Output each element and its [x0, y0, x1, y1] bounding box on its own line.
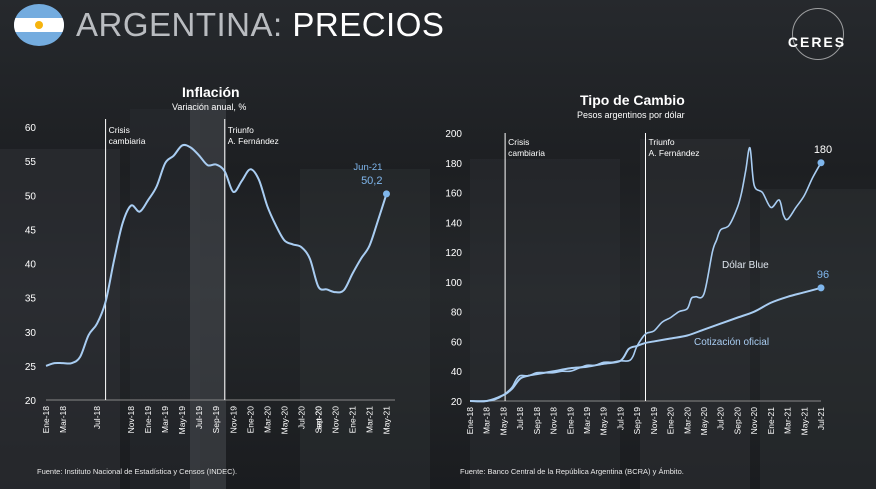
fx-x-tick-label: Jul-19 — [615, 407, 625, 430]
fx-x-tick-label: Nov-19 — [649, 407, 659, 435]
inflation-x-tick-label: Ene-20 — [245, 406, 255, 434]
inflation-y-tick-label: 50 — [25, 191, 37, 202]
dolar-blue-last-point — [817, 159, 825, 167]
inflation-x-tick-label: Jul-20 — [296, 406, 306, 429]
inflation-x-tick-label: Nov-18 — [126, 406, 136, 434]
ceres-logo: CERES — [782, 8, 852, 70]
inflation-x-tick-label: set-20 — [313, 406, 323, 430]
fx-x-tick-label: Mar-19 — [582, 407, 592, 434]
fx-y-tick-label: 200 — [445, 129, 462, 140]
fx-x-tick-label: Sep-20 — [732, 407, 742, 435]
fx-x-tick-label: Jul-20 — [716, 407, 726, 430]
fx-x-tick-label: May-21 — [799, 407, 809, 436]
fx-chart-title: Tipo de Cambio — [580, 92, 685, 108]
fx-event-label: Crisis — [508, 137, 529, 147]
fx-event-label: Triunfo — [649, 137, 675, 147]
fx-x-tick-label: Sep-19 — [632, 407, 642, 435]
page-title: ARGENTINA: PRECIOS — [76, 6, 445, 43]
inflation-x-tick-label: Nov-20 — [330, 406, 340, 434]
inflation-x-tick-label: Sep-19 — [211, 406, 221, 434]
fx-chart-subtitle: Pesos argentinos por dólar — [577, 110, 685, 120]
fx-y-tick-label: 120 — [445, 248, 462, 259]
fx-x-tick-label: May-18 — [498, 407, 508, 436]
inflation-x-tick-label: Jul-19 — [194, 406, 204, 429]
inflation-last-point — [382, 190, 390, 198]
inflation-event-label: cambiaria — [109, 136, 146, 146]
inflation-x-tick-label: Ene-18 — [41, 406, 51, 434]
fx-y-tick-label: 100 — [445, 278, 462, 289]
fx-x-tick-label: Ene-20 — [666, 407, 676, 435]
inflation-x-tick-label: Nov-19 — [228, 406, 238, 434]
inflation-x-tick-label: Ene-21 — [347, 406, 357, 434]
fx-event-label: A. Fernández — [649, 148, 700, 158]
inflation-x-tick-label: Mar-21 — [364, 406, 374, 433]
inflation-x-tick-label: Sep-20 — [313, 406, 323, 434]
inflation-event-label: A. Fernández — [228, 136, 279, 146]
fx-y-tick-label: 60 — [451, 337, 463, 348]
inflation-event-label: Triunfo — [228, 125, 254, 135]
inflation-y-tick-label: 30 — [25, 328, 37, 339]
inflation-last-point-label: 50,2 — [361, 175, 382, 187]
dolar-blue-end-label: 180 — [814, 144, 832, 156]
inflation-x-tick-label: May-20 — [279, 406, 289, 435]
fx-x-tick-label: May-19 — [599, 407, 609, 436]
fx-x-tick-label: Ene-18 — [465, 407, 475, 435]
inflation-y-tick-label: 45 — [25, 225, 37, 236]
fx-y-tick-label: 20 — [451, 397, 463, 408]
fx-x-tick-label: Mar-21 — [783, 407, 793, 434]
fx-x-tick-label: Mar-20 — [682, 407, 692, 434]
inflation-y-tick-label: 20 — [25, 396, 37, 407]
fx-x-tick-label: Sep-18 — [532, 407, 542, 435]
inflation-x-tick-label: Mar-19 — [160, 406, 170, 433]
fx-y-tick-label: 40 — [451, 367, 463, 378]
inflation-y-tick-label: 25 — [25, 362, 37, 373]
inflation-line — [45, 143, 388, 367]
fx-x-tick-label: Ene-19 — [565, 407, 575, 435]
fx-y-tick-label: 140 — [445, 218, 462, 229]
inflation-x-tick-label: Mar-20 — [262, 406, 272, 433]
official-rate-end-label: 96 — [817, 269, 829, 281]
fx-x-tick-label: Nov-20 — [749, 407, 759, 435]
inflation-chart-subtitle: Variación anual, % — [172, 102, 247, 112]
fx-y-tick-label: 80 — [451, 308, 463, 319]
fx-event-label: cambiaria — [508, 148, 545, 158]
inflation-last-point-label: Jun-21 — [353, 162, 382, 173]
fx-source: Fuente: Banco Central de la República Ar… — [460, 467, 684, 476]
inflation-x-tick-label: Jul-18 — [92, 406, 102, 429]
fx-x-tick-label: Jul-21 — [816, 407, 826, 430]
official-rate-line — [469, 286, 822, 403]
inflation-event-label: Crisis — [109, 125, 130, 135]
fx-x-tick-label: Jul-18 — [515, 407, 525, 430]
inflation-x-tick-label: Mar-18 — [58, 406, 68, 433]
fx-x-tick-label: Nov-18 — [549, 407, 559, 435]
inflation-x-tick-label: May-21 — [381, 406, 391, 435]
fx-x-tick-label: Ene-21 — [766, 407, 776, 435]
inflation-y-tick-label: 35 — [25, 294, 37, 305]
inflation-y-tick-label: 55 — [25, 157, 37, 168]
argentina-flag-icon — [14, 4, 64, 46]
inflation-y-tick-label: 60 — [25, 123, 37, 134]
inflation-chart-title: Inflación — [182, 84, 240, 100]
official-rate-last-point — [817, 284, 825, 292]
fx-x-tick-label: May-20 — [699, 407, 709, 436]
fx-y-tick-label: 160 — [445, 189, 462, 200]
fx-y-tick-label: 180 — [445, 159, 462, 170]
official-rate-series-label: Cotización oficial — [694, 337, 769, 348]
inflation-x-tick-label: Ene-19 — [143, 406, 153, 434]
fx-x-tick-label: Mar-18 — [482, 407, 492, 434]
inflation-y-tick-label: 40 — [25, 260, 37, 271]
inflation-x-tick-label: May-19 — [177, 406, 187, 435]
dolar-blue-series-label: Dólar Blue — [722, 260, 769, 271]
inflation-source: Fuente: Instituto Nacional de Estadístic… — [37, 467, 238, 476]
